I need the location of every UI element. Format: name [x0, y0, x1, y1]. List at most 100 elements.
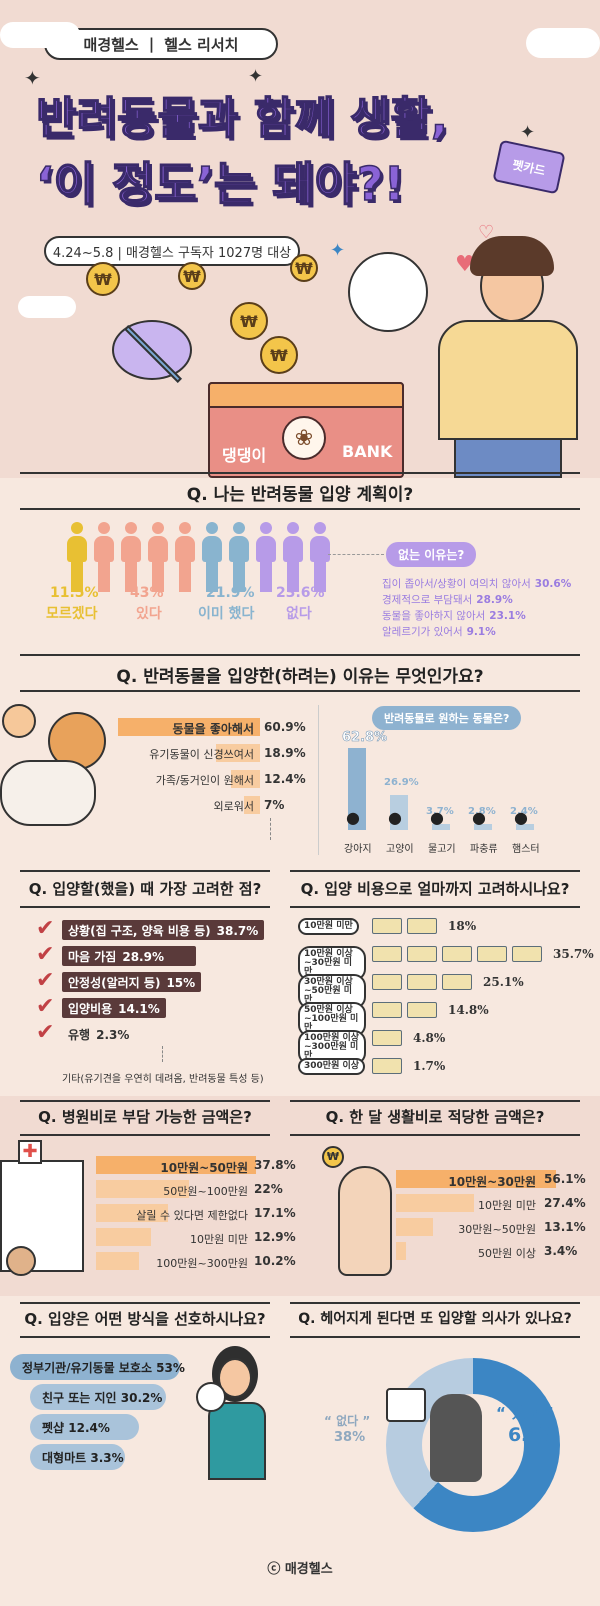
no-reason-item: 동물을 좋아하지 않아서 23.1%	[382, 608, 526, 623]
bill-icon	[372, 1002, 402, 1018]
person-body	[94, 536, 114, 562]
animal-bar	[432, 824, 450, 830]
q8-yes-pct: 62%	[508, 1424, 554, 1446]
living-cost-label: 30만원~50만원	[458, 1223, 536, 1236]
person-head	[260, 522, 272, 534]
q3-other: 기타(유기견을 우연히 데려옴, 반려동물 특성 등)	[62, 1074, 264, 1085]
person-sweater	[438, 320, 578, 440]
q1-value-no: 23.6%	[276, 585, 325, 601]
person-head	[287, 522, 299, 534]
q1-label-unsure: 모르겠다	[46, 606, 98, 622]
section-divider	[290, 906, 580, 908]
reason-label: 동물을 좋아해서	[172, 722, 254, 736]
coin-icon: ₩	[86, 262, 120, 296]
q1-title: Q. 나는 반려동물 입양 계획이?	[186, 485, 414, 505]
hospital-pct: 17.1%	[254, 1206, 296, 1220]
person-icon	[93, 522, 115, 592]
animals-badge: 반려동물로 원하는 동물은?	[372, 706, 522, 730]
q8-title: Q. 헤어지게 된다면 또 입양할 의사가 있나요?	[298, 1311, 572, 1327]
hospital-pct: 12.9%	[254, 1230, 296, 1244]
cost-pct: 25.1%	[483, 975, 524, 989]
section-divider	[290, 1302, 580, 1304]
bill-icon	[407, 974, 437, 990]
no-reason-pct: 30.6%	[534, 578, 572, 590]
hospital-pct: 10.2%	[254, 1254, 296, 1268]
q1-value-unsure: 11.5%	[50, 585, 99, 601]
bill-icon	[512, 946, 542, 962]
living-cost-label: 10만원~30만원	[448, 1175, 536, 1189]
bank-label: BANK	[342, 442, 393, 461]
reason-pct: 12.4%	[264, 772, 306, 786]
q1-value-already: 21.9%	[206, 585, 255, 601]
section-divider	[20, 1302, 270, 1304]
no-reason-item: 경제적으로 부담돼서 28.9%	[382, 592, 513, 607]
adoption-method-pill: 정부기관/유기동물 보호소 53%	[10, 1354, 185, 1380]
dotted-line	[270, 818, 271, 840]
animal-bar	[474, 824, 492, 830]
person-body	[67, 536, 87, 562]
checkmark-icon: ✔	[36, 916, 55, 941]
person-icon	[66, 522, 88, 592]
bank-name: 댕댕이	[222, 446, 267, 465]
reason-label: 외로워서	[213, 800, 254, 813]
section-divider	[290, 1100, 580, 1102]
consider-label: 입양비용	[68, 1002, 113, 1016]
checkmark-icon: ✔	[36, 1020, 55, 1045]
animal-bar	[390, 795, 408, 830]
consider-pct: 14.1%	[118, 1002, 160, 1016]
bill-icon	[372, 918, 402, 934]
animal-pct: 2.4%	[510, 806, 538, 817]
q8-no-label: “ 없다 ”	[324, 1414, 371, 1428]
living-cost-label: 10만원 미만	[478, 1199, 536, 1212]
person-legs	[152, 562, 164, 592]
hospital-pct: 22%	[254, 1182, 283, 1196]
bill-icon	[442, 974, 472, 990]
person-legs	[98, 562, 110, 592]
dotted-line	[162, 1046, 163, 1062]
cost-range-badge: 10만원 미만	[298, 918, 359, 935]
reason-pct: 18.9%	[264, 746, 306, 760]
sparkle-icon: ✦	[248, 66, 264, 87]
animal-pct: 3.7%	[426, 806, 454, 817]
person-legs	[125, 562, 137, 592]
bank-flap	[208, 382, 404, 408]
cost-pct: 14.8%	[448, 1003, 489, 1017]
reason-pct: 7%	[264, 798, 285, 812]
checkmark-icon: ✔	[36, 942, 55, 967]
person-legs	[233, 562, 245, 592]
person-head	[314, 522, 326, 534]
person-head	[206, 522, 218, 534]
section-divider	[20, 1100, 270, 1102]
consider-label: 유행	[68, 1028, 91, 1042]
living-cost-pct: 56.1%	[544, 1172, 586, 1186]
hospital-bar	[96, 1204, 168, 1222]
person-body	[283, 536, 303, 562]
bill-icon	[442, 946, 472, 962]
section-divider	[20, 690, 580, 692]
living-cost-pct: 27.4%	[544, 1196, 586, 1210]
puppy-illustration	[196, 1382, 226, 1412]
q5-title: Q. 병원비로 부담 가능한 금액은?	[38, 1108, 252, 1126]
vertical-divider	[318, 705, 319, 855]
q1-label-yes: 있다	[136, 606, 162, 622]
series-name: 헬스 리서치	[164, 35, 239, 54]
person-head	[125, 522, 137, 534]
reason-label: 유기동물이 신경쓰여서	[149, 748, 254, 761]
title-line-2: ‘이 정도’는 돼야?!	[35, 156, 405, 212]
bill-icon	[372, 974, 402, 990]
cost-pct: 1.7%	[413, 1059, 446, 1073]
person-body	[148, 536, 168, 562]
no-reason-item: 알레르기가 있어서 9.1%	[382, 624, 496, 639]
section-divider	[20, 472, 580, 474]
cat-illustration	[6, 1246, 36, 1276]
person-body	[229, 536, 249, 562]
reason-bar	[244, 796, 260, 814]
hospital-label: 살릴 수 있다면 제한없다	[136, 1209, 248, 1222]
q1-label-no: 없다	[286, 606, 312, 622]
section-divider	[20, 654, 580, 656]
reason-bar	[231, 770, 260, 788]
coin-icon: ₩	[322, 1146, 344, 1168]
consider-bar: 마음 가짐 28.9%	[62, 946, 196, 966]
bill-icon	[407, 918, 437, 934]
